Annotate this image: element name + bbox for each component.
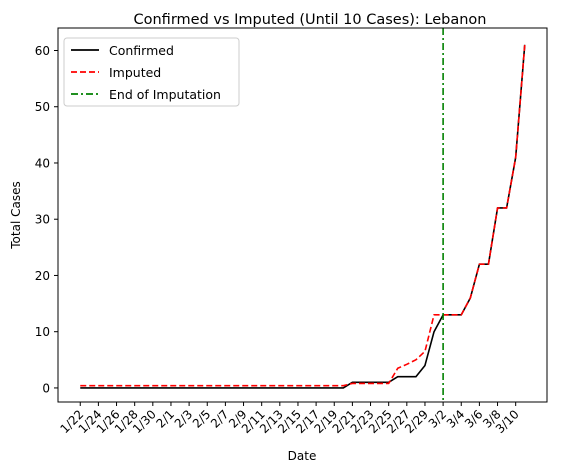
y-tick-label: 0 [42,381,50,395]
y-tick-label: 30 [35,213,50,227]
x-axis: 1/221/241/261/281/302/12/32/52/72/92/112… [57,402,522,436]
y-axis: 0 10 20 30 40 50 60 [35,44,58,395]
legend-label-imputed: Imputed [109,65,161,80]
legend-label-confirmed: Confirmed [109,43,174,58]
legend-label-end-of-imputation: End of Imputation [109,87,221,102]
legend: Confirmed Imputed End of Imputation [63,37,240,107]
axes-frame [57,27,548,403]
y-tick-label: 50 [35,100,50,114]
y-tick-label: 10 [35,325,50,339]
x-axis-label: Date [288,449,317,463]
chart-title: Confirmed vs Imputed (Until 10 Cases): L… [134,12,487,28]
y-axis-label: Total Cases [9,181,23,249]
y-tick-label: 40 [35,156,50,170]
legend-box [63,37,240,107]
y-tick-label: 20 [35,269,50,283]
series-line-imputed [80,44,526,387]
y-tick-label: 60 [35,44,50,58]
series-line-confirmed [80,44,526,389]
plot-area [80,28,526,402]
